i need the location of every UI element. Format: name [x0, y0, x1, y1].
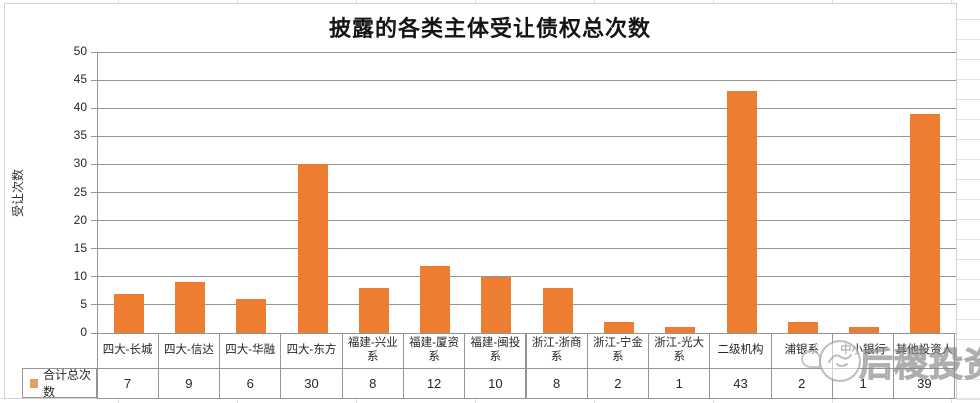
legend-key-swatch	[30, 378, 38, 388]
bar-浙江-光大系[interactable]	[665, 327, 696, 333]
table-value-cell: 1	[831, 368, 895, 399]
table-value-cell: 2	[770, 368, 833, 399]
gridline	[98, 248, 956, 250]
gridline	[98, 192, 956, 193]
y-axis-title: 受让次数	[11, 169, 25, 218]
bar-四大-东方[interactable]	[297, 164, 328, 333]
bar-福建-厦资系[interactable]	[420, 265, 451, 333]
legend-cell: 合计总次数	[22, 368, 97, 399]
bar-浙江-宁金系[interactable]	[603, 321, 634, 333]
table-value-cell: 43	[709, 368, 772, 399]
gridline	[98, 304, 956, 306]
bar-四大-长城[interactable]	[113, 293, 144, 333]
y-axis-tick	[91, 107, 97, 109]
table-value-cell: 9	[157, 368, 221, 399]
y-tick-label: 45	[73, 72, 87, 87]
gridline	[98, 163, 956, 165]
table-value-cell: 12	[402, 368, 466, 399]
bar-浙江-浙商系[interactable]	[542, 288, 573, 333]
gridline	[98, 79, 956, 81]
table-value-cell: 1	[648, 368, 711, 399]
bar-其他投资人[interactable]	[910, 113, 941, 333]
table-value-cell: 8	[341, 368, 404, 399]
y-tick-label: 0	[80, 325, 87, 339]
y-tick-label: 50	[73, 44, 87, 58]
bar-中小银行[interactable]	[849, 327, 880, 333]
y-tick-label: 35	[73, 128, 87, 143]
plot-area[interactable]	[97, 51, 956, 334]
x-axis-label: 四大-华融	[219, 333, 282, 369]
x-axis-label: 浦银系	[770, 333, 833, 369]
x-axis-label: 二级机构	[709, 333, 772, 369]
table-value-cell: 39	[893, 368, 956, 399]
bar-福建-闽投系[interactable]	[481, 276, 512, 333]
sheet-gridlines-right	[956, 0, 980, 403]
gridline	[98, 51, 956, 53]
table-value-cell: 8	[525, 368, 588, 399]
bar-浦银系[interactable]	[787, 321, 818, 333]
x-axis-label: 中小银行	[831, 333, 895, 369]
legend-series-label: 合计总次数	[42, 368, 91, 399]
x-axis-label: 浙江-宁金系	[586, 333, 650, 369]
x-axis-label: 福建-兴业系	[341, 333, 404, 369]
y-axis-tick	[91, 135, 97, 137]
y-axis-tick	[91, 163, 97, 165]
y-axis-tick	[91, 220, 97, 222]
bar-四大-华融[interactable]	[236, 299, 267, 333]
x-axis-label: 四大-信达	[157, 333, 221, 369]
x-axis-label: 浙江-光大系	[648, 333, 711, 369]
gridline	[98, 107, 956, 109]
y-tick-label: 40	[73, 100, 87, 115]
table-value-cell: 2	[586, 368, 650, 399]
y-axis-tick	[91, 192, 97, 193]
y-tick-label: 15	[73, 240, 87, 255]
y-tick-label: 20	[73, 212, 87, 227]
y-axis-tick	[91, 304, 97, 306]
x-axis-label: 其他投资人	[893, 333, 956, 369]
gridline	[98, 276, 956, 278]
y-axis-tick	[91, 332, 97, 334]
gridline	[98, 135, 956, 137]
bar-福建-兴业系[interactable]	[358, 288, 389, 333]
y-tick-label: 30	[73, 156, 87, 171]
table-value-cell: 7	[96, 368, 159, 399]
y-tick-label: 25	[73, 184, 87, 199]
x-axis-label: 四大-长城	[96, 333, 159, 369]
y-axis-tick	[91, 51, 97, 53]
y-axis-tick	[91, 79, 97, 81]
bar-二级机构[interactable]	[726, 91, 757, 333]
y-axis-tick	[91, 248, 97, 250]
table-value-cell: 30	[280, 368, 343, 399]
table-value-cell: 10	[464, 368, 527, 399]
x-axis-label: 福建-厦资系	[402, 333, 466, 369]
y-tick-label: 5	[80, 296, 87, 311]
chart-title: 披露的各类主体受让债权总次数	[328, 16, 651, 41]
sheet-gridlines-top	[0, 0, 980, 3]
x-axis-label: 浙江-浙商系	[525, 333, 588, 369]
y-axis-tick	[91, 276, 97, 278]
gridline	[98, 220, 956, 222]
x-axis-label: 四大-东方	[280, 333, 343, 369]
y-tick-label: 10	[73, 268, 87, 283]
bar-四大-信达[interactable]	[174, 282, 205, 333]
x-axis-label: 福建-闽投系	[464, 333, 527, 369]
table-value-cell: 6	[219, 368, 282, 399]
